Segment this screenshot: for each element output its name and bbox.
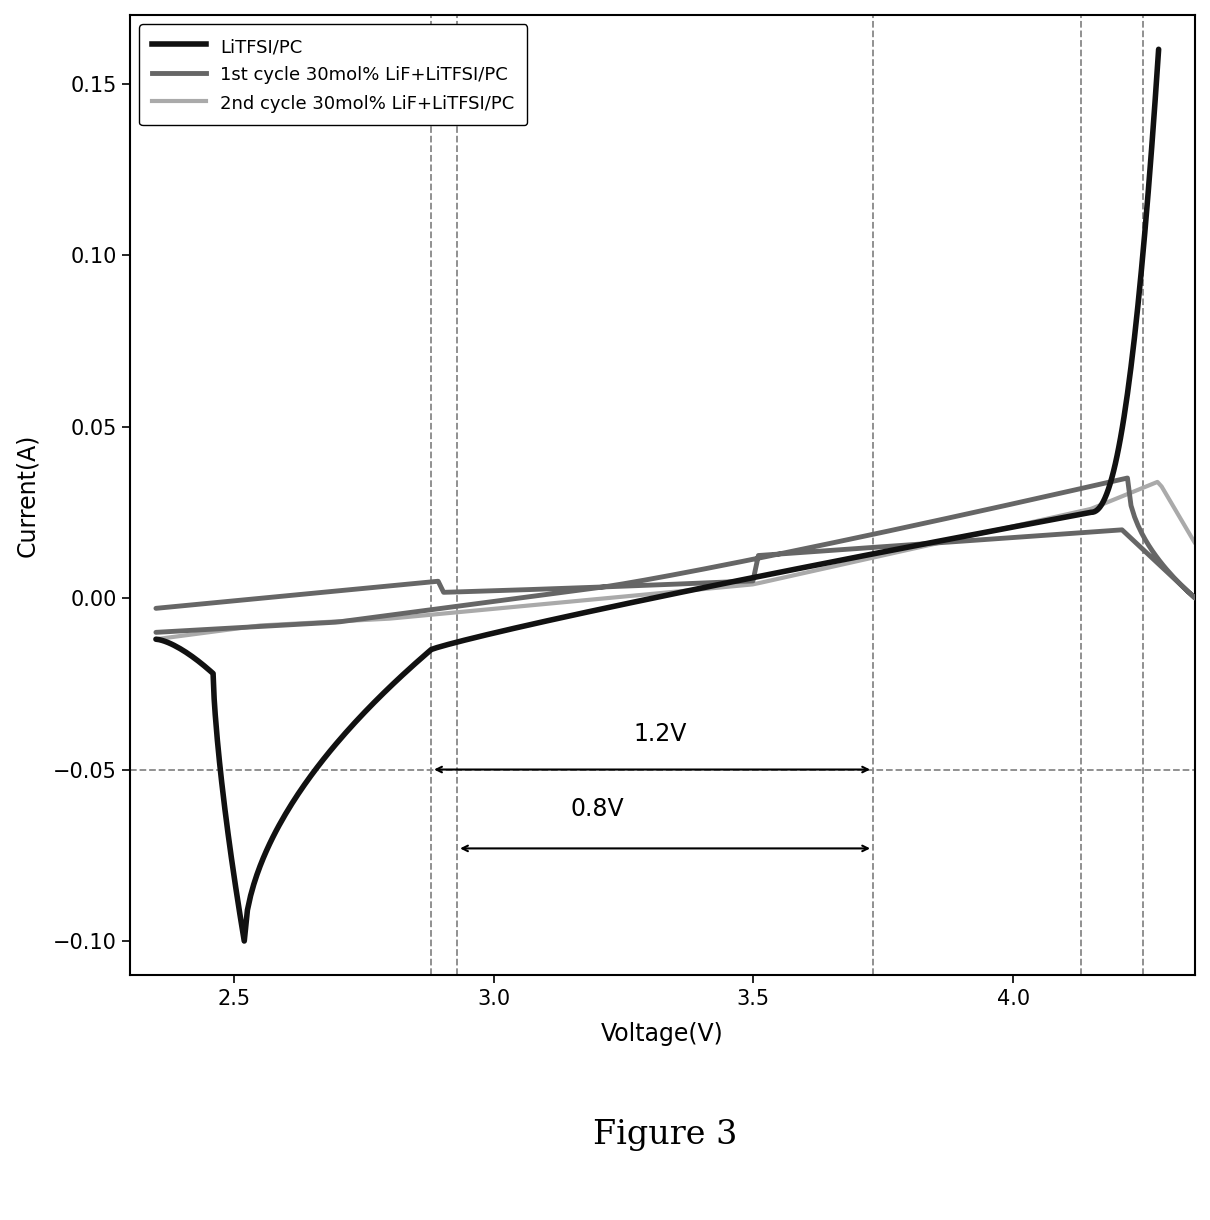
1st cycle 30mol% LiF+LiTFSI/PC xyxy=(149,625,163,639)
Text: 1.2V: 1.2V xyxy=(633,721,686,745)
LiTFSI/PC xyxy=(405,659,420,673)
1st cycle 30mol% LiF+LiTFSI/PC xyxy=(1120,471,1135,486)
LiTFSI/PC xyxy=(237,933,252,948)
LiTFSI/PC xyxy=(923,536,938,550)
1st cycle 30mol% LiF+LiTFSI/PC xyxy=(957,508,972,522)
LiTFSI/PC xyxy=(1090,501,1105,516)
2nd cycle 30mol% LiF+LiTFSI/PC xyxy=(319,615,334,630)
2nd cycle 30mol% LiF+LiTFSI/PC xyxy=(1151,475,1165,489)
Line: 2nd cycle 30mol% LiF+LiTFSI/PC: 2nd cycle 30mol% LiF+LiTFSI/PC xyxy=(156,482,1195,639)
Text: 0.8V: 0.8V xyxy=(571,797,624,821)
2nd cycle 30mol% LiF+LiTFSI/PC xyxy=(1188,536,1203,550)
1st cycle 30mol% LiF+LiTFSI/PC xyxy=(214,621,229,636)
LiTFSI/PC xyxy=(224,850,238,865)
LiTFSI/PC xyxy=(1152,41,1166,56)
2nd cycle 30mol% LiF+LiTFSI/PC xyxy=(866,550,881,565)
LiTFSI/PC xyxy=(149,632,163,647)
Y-axis label: Current(A): Current(A) xyxy=(15,433,39,556)
X-axis label: Voltage(V): Voltage(V) xyxy=(601,1022,724,1047)
Line: LiTFSI/PC: LiTFSI/PC xyxy=(156,49,1159,941)
2nd cycle 30mol% LiF+LiTFSI/PC xyxy=(578,593,593,608)
LiTFSI/PC xyxy=(253,859,267,874)
LiTFSI/PC xyxy=(1022,516,1037,531)
2nd cycle 30mol% LiF+LiTFSI/PC xyxy=(749,576,764,590)
2nd cycle 30mol% LiF+LiTFSI/PC xyxy=(149,632,163,647)
1st cycle 30mol% LiF+LiTFSI/PC xyxy=(241,592,255,606)
1st cycle 30mol% LiF+LiTFSI/PC xyxy=(219,594,234,609)
2nd cycle 30mol% LiF+LiTFSI/PC xyxy=(566,594,581,609)
2nd cycle 30mol% LiF+LiTFSI/PC xyxy=(1146,476,1160,490)
1st cycle 30mol% LiF+LiTFSI/PC xyxy=(924,536,939,550)
Text: Figure 3: Figure 3 xyxy=(593,1119,738,1150)
Line: 1st cycle 30mol% LiF+LiTFSI/PC: 1st cycle 30mol% LiF+LiTFSI/PC xyxy=(156,478,1195,632)
1st cycle 30mol% LiF+LiTFSI/PC xyxy=(1060,526,1074,540)
Legend: LiTFSI/PC, 1st cycle 30mol% LiF+LiTFSI/PC, 2nd cycle 30mol% LiF+LiTFSI/PC: LiTFSI/PC, 1st cycle 30mol% LiF+LiTFSI/P… xyxy=(139,24,528,126)
1st cycle 30mol% LiF+LiTFSI/PC xyxy=(149,601,163,616)
